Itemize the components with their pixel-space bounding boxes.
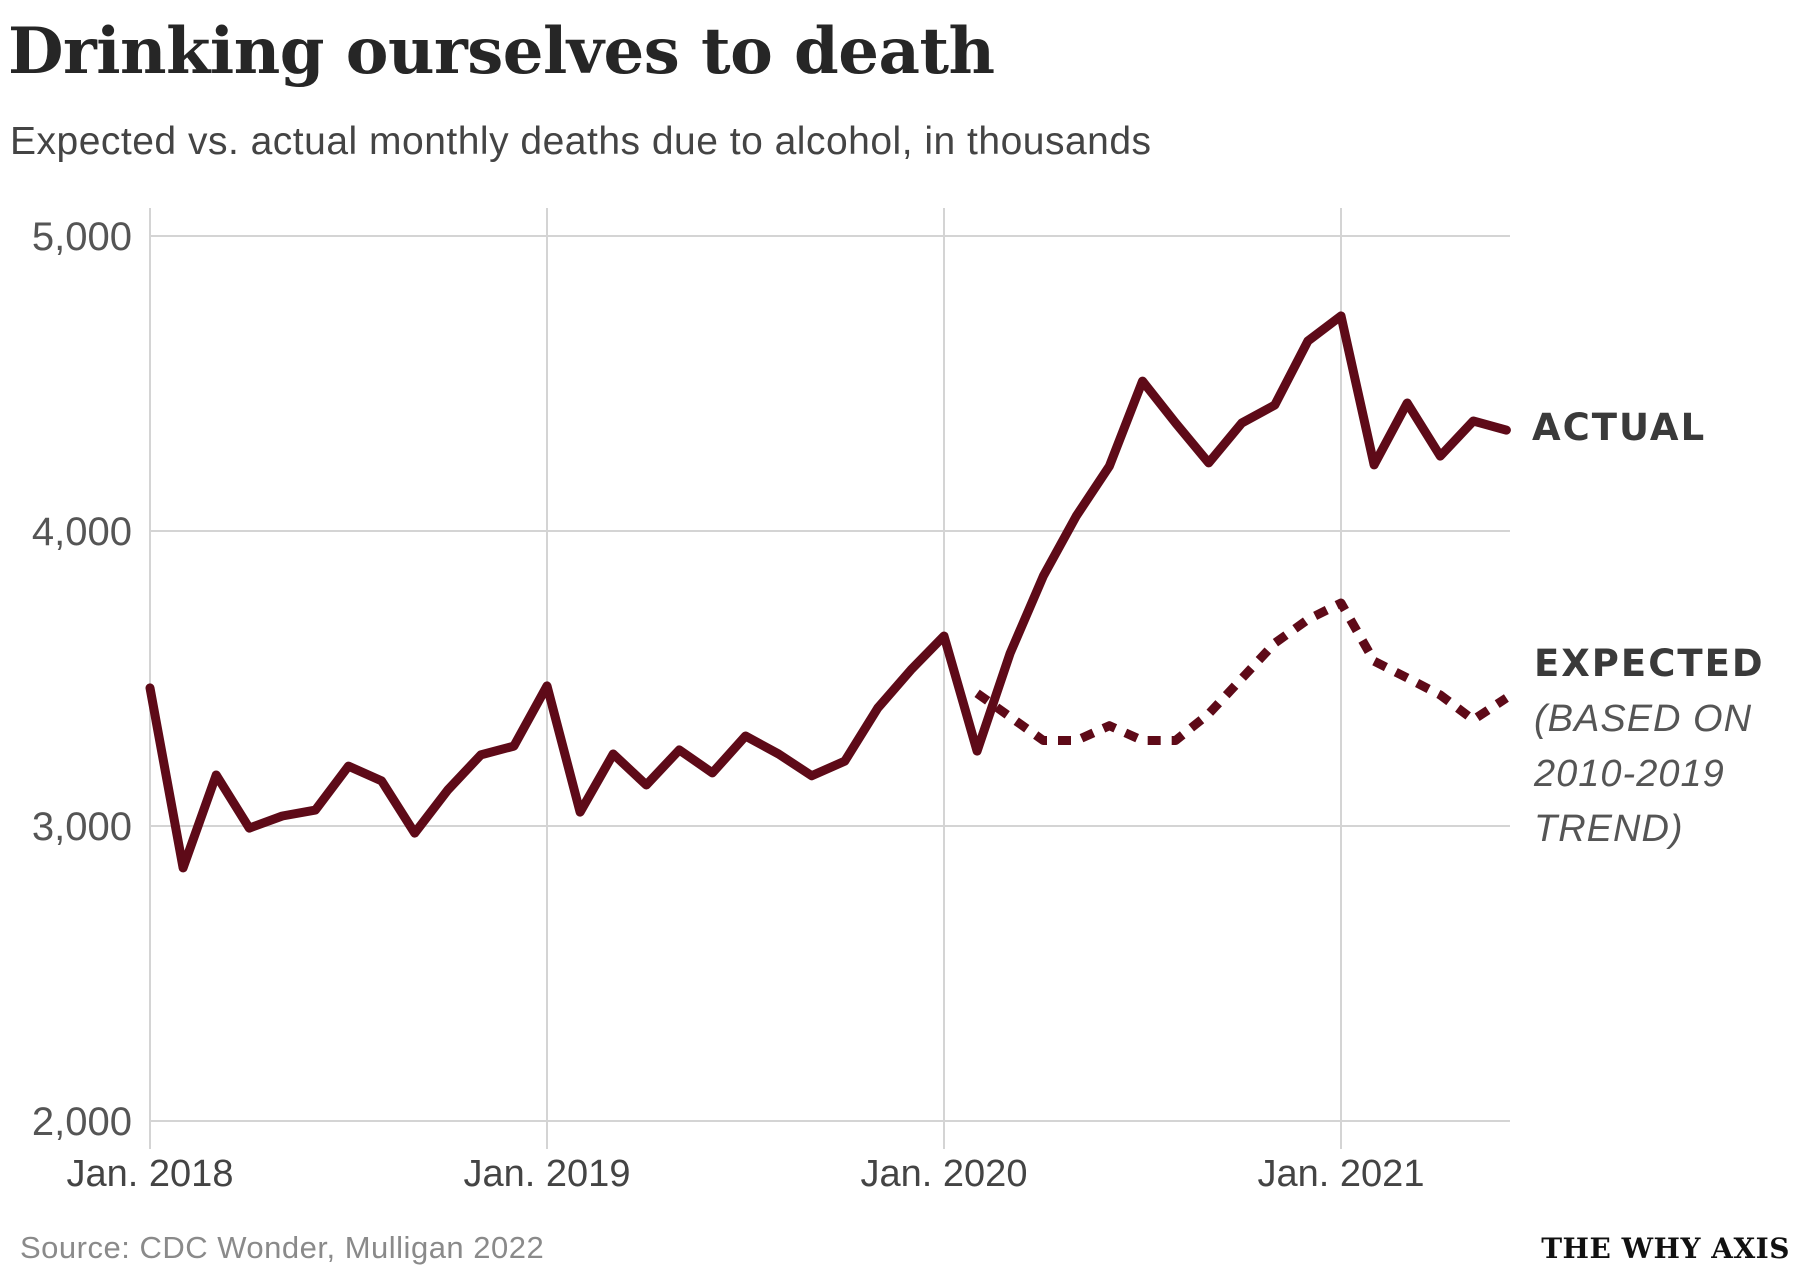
brand-logo: THE WHY AXIS xyxy=(1541,1232,1790,1265)
series-lines xyxy=(145,311,1511,873)
expected-label-note: TREND) xyxy=(1534,808,1684,850)
series-labels: ACTUAL EXPECTED (BASED ON 2010-2019 TREND) xyxy=(1532,406,1765,850)
x-tick-label: Jan. 2018 xyxy=(67,1153,234,1195)
x-axis-ticks: Jan. 2018 Jan. 2019 Jan. 2020 Jan. 2021 xyxy=(67,1153,1425,1195)
chart-subtitle: Expected vs. actual monthly deaths due t… xyxy=(10,120,1152,163)
gridlines xyxy=(149,208,1510,1149)
actual-label: ACTUAL xyxy=(1532,406,1706,449)
y-tick-label: 3,000 xyxy=(32,805,132,849)
expected-line xyxy=(974,598,1509,745)
y-tick-label: 4,000 xyxy=(32,510,132,554)
y-tick-label: 2,000 xyxy=(32,1100,132,1144)
x-tick-label: Jan. 2019 xyxy=(464,1153,631,1195)
expected-label: EXPECTED xyxy=(1534,642,1765,685)
actual-line xyxy=(145,311,1511,873)
x-tick-label: Jan. 2020 xyxy=(861,1153,1028,1195)
expected-label-note: (BASED ON xyxy=(1534,698,1752,740)
expected-label-note: 2010-2019 xyxy=(1533,753,1725,795)
source-note: Source: CDC Wonder, Mulligan 2022 xyxy=(20,1230,545,1265)
y-axis-ticks: 2,000 3,000 4,000 5,000 xyxy=(32,215,132,1144)
chart-title: Drinking ourselves to death xyxy=(8,14,995,89)
x-tick-label: Jan. 2021 xyxy=(1258,1153,1425,1195)
y-tick-label: 5,000 xyxy=(32,215,132,259)
